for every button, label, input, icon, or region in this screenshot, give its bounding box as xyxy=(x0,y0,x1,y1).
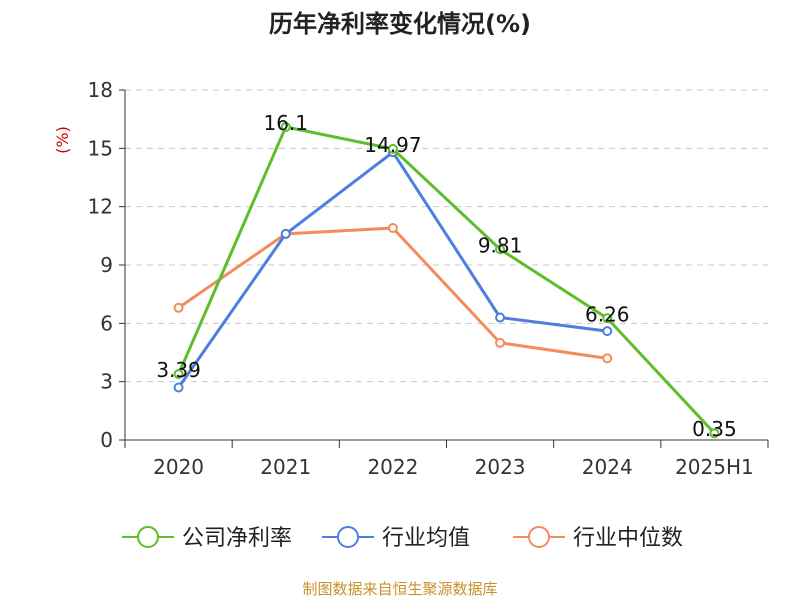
x-tick-label: 2025H1 xyxy=(675,455,754,479)
x-tick-label: 2023 xyxy=(475,455,526,479)
y-axis-label: (%) xyxy=(53,126,72,154)
legend-item: 行业均值 xyxy=(322,526,470,551)
data-point xyxy=(602,313,613,324)
source-note: 制图数据来自恒生聚源数据库 xyxy=(302,580,498,598)
data-label: 9.81 xyxy=(478,233,523,257)
data-point xyxy=(173,382,184,393)
legend: 公司净利率 行业均值 行业中位数 xyxy=(122,526,683,551)
data-point xyxy=(387,143,398,154)
data-point xyxy=(173,302,184,313)
series-line xyxy=(177,125,716,435)
data-point xyxy=(495,312,506,323)
x-tick-label: 2024 xyxy=(582,455,633,479)
data-point xyxy=(602,326,613,337)
legend-marker xyxy=(137,526,159,548)
legend-marker xyxy=(528,526,550,548)
series-lines xyxy=(173,121,720,439)
x-tick-label: 2021 xyxy=(260,455,311,479)
legend-marker xyxy=(337,526,359,548)
y-tick-label: 12 xyxy=(88,195,113,219)
data-point xyxy=(495,337,506,348)
data-point xyxy=(387,223,398,234)
data-label: 0.35 xyxy=(692,417,737,441)
y-tick-label: 18 xyxy=(88,78,113,102)
data-label: 3.39 xyxy=(156,358,201,382)
chart-title: 历年净利率变化情况(%) xyxy=(269,10,531,38)
legend-label: 公司净利率 xyxy=(182,526,292,551)
y-tick-label: 0 xyxy=(100,428,113,452)
data-labels: 3.39 16.1 14.97 9.81 6.26 0.35 xyxy=(156,111,736,441)
y-tick-label: 6 xyxy=(100,311,113,335)
x-tick-label: 2022 xyxy=(367,455,418,479)
legend-item: 公司净利率 xyxy=(122,526,292,551)
data-point xyxy=(602,353,613,364)
data-point xyxy=(495,244,506,255)
data-label: 6.26 xyxy=(585,302,630,326)
data-label: 14.97 xyxy=(364,133,421,157)
data-point xyxy=(280,228,291,239)
x-tick-label: 2020 xyxy=(153,455,204,479)
grid-lines xyxy=(125,89,768,383)
series-line xyxy=(177,150,608,389)
data-label: 16.1 xyxy=(263,111,308,135)
y-tick-label: 3 xyxy=(100,370,113,394)
data-point xyxy=(280,121,291,132)
legend-label: 行业中位数 xyxy=(573,526,683,551)
data-point xyxy=(173,369,184,380)
legend-item: 行业中位数 xyxy=(513,526,683,551)
y-tick-label: 9 xyxy=(100,253,113,277)
axes: 0 3 6 9 12 15 18 (%) 2020 2021 2022 2023 2024 2025H1 xyxy=(53,78,769,479)
data-point xyxy=(709,428,720,439)
y-tick-label: 15 xyxy=(88,136,113,160)
legend-label: 行业均值 xyxy=(382,526,470,551)
